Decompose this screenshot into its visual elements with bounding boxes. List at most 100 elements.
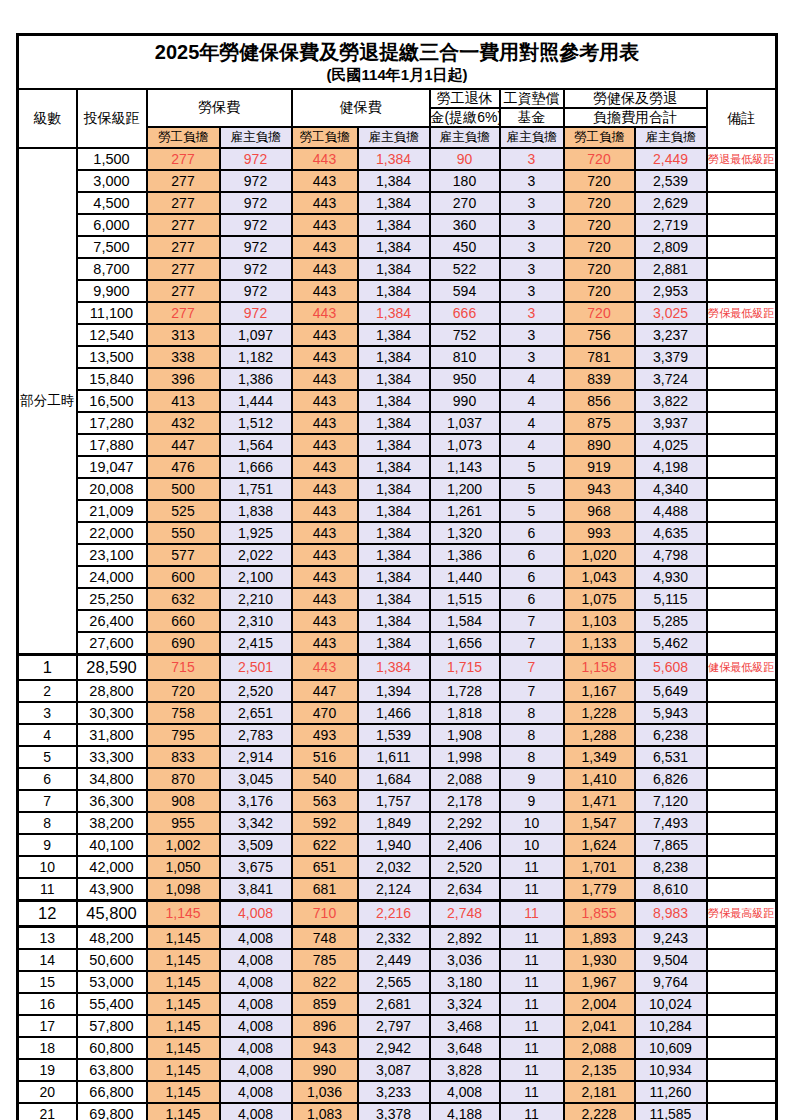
value-cell: 3,324 (430, 993, 500, 1015)
table-row: 330,3007582,6514701,4661,81881,2285,943 (18, 702, 777, 724)
value-cell: 516 (292, 746, 358, 768)
note-cell (707, 566, 777, 588)
table-row: 20,0085001,7514431,3841,20059434,340 (18, 478, 777, 500)
value-cell: 3,036 (430, 949, 500, 971)
value-cell: 2,892 (430, 927, 500, 950)
note-cell (707, 192, 777, 214)
value-cell: 1,471 (564, 790, 635, 812)
bracket-cell: 12,540 (77, 324, 147, 346)
value-cell: 4,008 (430, 1081, 500, 1103)
title-row: 2025年勞健保保費及勞退提繳三合一費用對照參考用表 (民國114年1月1日起) (18, 35, 777, 90)
value-cell: 5,462 (635, 632, 707, 655)
value-cell: 3,648 (430, 1037, 500, 1059)
value-cell: 4,008 (220, 949, 292, 971)
note-cell (707, 724, 777, 746)
table-row: 1860,8001,1454,0089432,9423,648112,08810… (18, 1037, 777, 1059)
value-cell: 943 (564, 478, 635, 500)
note-cell (707, 456, 777, 478)
value-cell: 4 (500, 412, 564, 434)
value-cell: 1,384 (358, 302, 430, 324)
table-row: 4,5002779724431,38427037202,629 (18, 192, 777, 214)
value-cell: 4,008 (220, 1059, 292, 1081)
value-cell: 360 (430, 214, 500, 236)
value-cell: 875 (564, 412, 635, 434)
value-cell: 2,135 (564, 1059, 635, 1081)
level-cell: 7 (18, 790, 77, 812)
value-cell: 447 (147, 434, 220, 456)
value-cell: 4,930 (635, 566, 707, 588)
part-time-section-label: 部分工時 (18, 148, 77, 655)
value-cell: 3,724 (635, 368, 707, 390)
value-cell: 8 (500, 702, 564, 724)
note-cell (707, 971, 777, 993)
value-cell: 1,261 (430, 500, 500, 522)
value-cell: 1,097 (220, 324, 292, 346)
bracket-cell: 45,800 (77, 901, 147, 927)
value-cell: 4,198 (635, 456, 707, 478)
table-row: 1245,8001,1454,0087102,2162,748111,8558,… (18, 901, 777, 927)
table-row: 17,8804471,5644431,3841,07348904,025 (18, 434, 777, 456)
value-cell: 1,103 (564, 610, 635, 632)
value-cell: 1,751 (220, 478, 292, 500)
value-cell: 919 (564, 456, 635, 478)
value-cell: 1,855 (564, 901, 635, 927)
value-cell: 7 (500, 632, 564, 655)
value-cell: 493 (292, 724, 358, 746)
value-cell: 856 (564, 390, 635, 412)
value-cell: 6 (500, 566, 564, 588)
note-cell (707, 324, 777, 346)
value-cell: 4,008 (220, 1037, 292, 1059)
value-cell: 3 (500, 324, 564, 346)
bracket-cell: 23,100 (77, 544, 147, 566)
value-cell: 720 (147, 680, 220, 702)
value-cell: 443 (292, 258, 358, 280)
bracket-cell: 34,800 (77, 768, 147, 790)
value-cell: 2,100 (220, 566, 292, 588)
value-cell: 1,145 (147, 1081, 220, 1103)
bracket-cell: 26,400 (77, 610, 147, 632)
value-cell: 8 (500, 746, 564, 768)
value-cell: 443 (292, 324, 358, 346)
value-cell: 1,394 (358, 680, 430, 702)
note-cell: 勞保最低級距 (707, 302, 777, 324)
value-cell: 2,449 (635, 148, 707, 170)
table-row: 12,5403131,0974431,38475237563,237 (18, 324, 777, 346)
table-row: 1450,6001,1454,0087852,4493,036111,9309,… (18, 949, 777, 971)
value-cell: 1,073 (430, 434, 500, 456)
value-cell: 550 (147, 522, 220, 544)
value-cell: 2,809 (635, 236, 707, 258)
bracket-cell: 55,400 (77, 993, 147, 1015)
note-cell (707, 812, 777, 834)
bracket-cell: 22,000 (77, 522, 147, 544)
value-cell: 1,133 (564, 632, 635, 655)
value-cell: 2,310 (220, 610, 292, 632)
value-cell: 908 (147, 790, 220, 812)
value-cell: 7 (500, 610, 564, 632)
note-cell: 勞保最高級距 (707, 901, 777, 927)
value-cell: 1,384 (358, 588, 430, 610)
value-cell: 710 (292, 901, 358, 927)
table-row: 16,5004131,4444431,38499048563,822 (18, 390, 777, 412)
note-cell (707, 522, 777, 544)
value-cell: 443 (292, 192, 358, 214)
value-cell: 8,610 (635, 878, 707, 901)
table-row: 11,1002779724431,38466637203,025勞保最低級距 (18, 302, 777, 324)
table-row: 634,8008703,0455401,6842,08891,4106,826 (18, 768, 777, 790)
value-cell: 1,384 (358, 390, 430, 412)
bracket-cell: 17,880 (77, 434, 147, 456)
table-row: 7,5002779724431,38445037202,809 (18, 236, 777, 258)
value-cell: 443 (292, 390, 358, 412)
value-cell: 1,849 (358, 812, 430, 834)
value-cell: 277 (147, 170, 220, 192)
bracket-cell: 28,590 (77, 655, 147, 681)
value-cell: 11 (500, 901, 564, 927)
value-cell: 1,384 (358, 500, 430, 522)
table-row: 1143,9001,0983,8416812,1242,634111,7798,… (18, 878, 777, 901)
value-cell: 1,384 (358, 280, 430, 302)
value-cell: 2,228 (564, 1103, 635, 1120)
value-cell: 3,378 (358, 1103, 430, 1120)
value-cell: 3 (500, 170, 564, 192)
value-cell: 3 (500, 236, 564, 258)
value-cell: 1,145 (147, 949, 220, 971)
value-cell: 720 (564, 280, 635, 302)
